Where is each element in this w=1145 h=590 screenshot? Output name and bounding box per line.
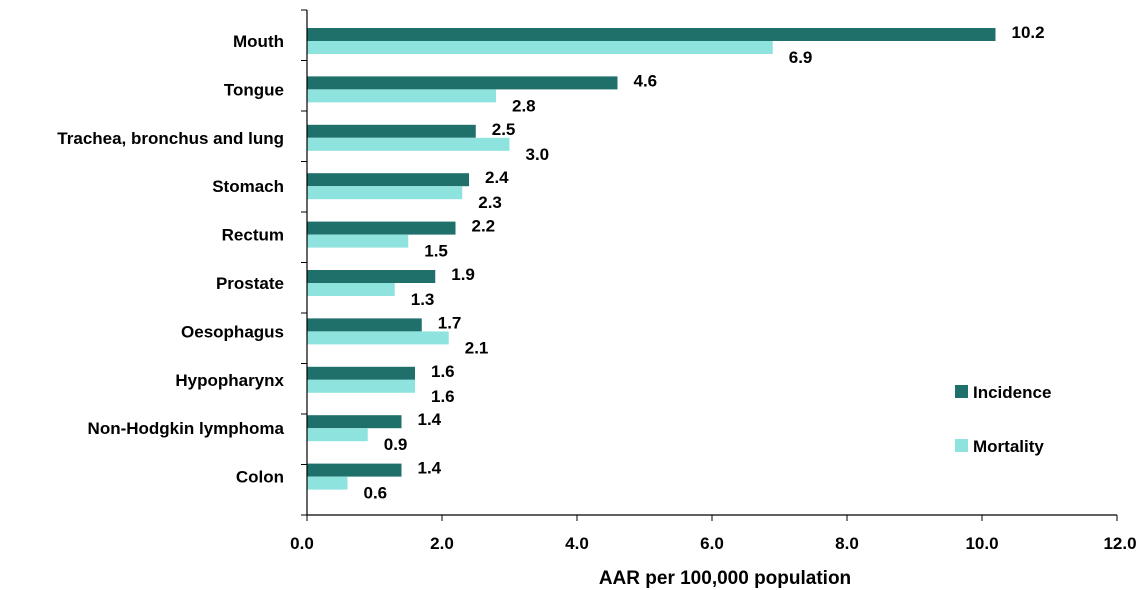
data-label-mortality: 1.3 [411, 290, 435, 309]
x-tick-label: 0.0 [290, 534, 314, 553]
data-label-incidence: 2.5 [492, 120, 516, 139]
bar-incidence [307, 124, 476, 138]
category-label: Oesophagus [181, 322, 284, 341]
bar-mortality [307, 428, 368, 442]
category-label: Colon [236, 468, 284, 487]
x-tick-label: 2.0 [430, 534, 454, 553]
x-tick-label: 12.0 [1103, 534, 1136, 553]
data-label-incidence: 2.2 [472, 217, 496, 236]
bar-mortality [307, 186, 463, 200]
bar-incidence [307, 221, 456, 235]
data-label-incidence: 2.4 [485, 168, 509, 187]
data-label-mortality: 2.1 [465, 338, 489, 357]
data-label-incidence: 4.6 [634, 71, 658, 90]
category-label: Stomach [212, 177, 284, 196]
bar-incidence [307, 366, 415, 380]
x-tick-label: 6.0 [700, 534, 724, 553]
legend-label-mortality: Mortality [973, 437, 1044, 456]
category-label: Mouth [233, 32, 284, 51]
x-tick-label: 8.0 [835, 534, 859, 553]
bar-incidence [307, 76, 618, 90]
bar-incidence [307, 173, 469, 187]
data-label-mortality: 0.9 [384, 435, 408, 454]
data-label-incidence: 1.6 [431, 362, 455, 381]
data-label-mortality: 2.8 [512, 96, 536, 115]
category-label: Non-Hodgkin lymphoma [88, 419, 285, 438]
category-label: Trachea, bronchus and lung [57, 129, 284, 148]
data-label-incidence: 10.2 [1012, 23, 1045, 42]
category-label: Rectum [222, 226, 284, 245]
bar-mortality [307, 89, 496, 103]
bar-incidence [307, 28, 996, 41]
data-label-mortality: 6.9 [789, 48, 813, 67]
data-label-incidence: 1.9 [451, 265, 475, 284]
bar-incidence [307, 318, 422, 332]
labels-group: Mouth 10.2 6.9 Tongue 4.6 2.8 Trachea, bronchu… [57, 23, 1044, 503]
bar-mortality [307, 234, 409, 248]
axes-group: 0.0 2.0 4.0 6.0 8.0 10.0 12.0 [290, 9, 1137, 553]
bar-mortality [307, 41, 773, 54]
bar-mortality [307, 283, 395, 296]
bar-incidence [307, 270, 436, 283]
data-label-mortality: 2.3 [478, 193, 502, 212]
legend-swatch-mortality [955, 439, 968, 452]
category-label: Prostate [216, 274, 284, 293]
data-label-mortality: 1.5 [424, 242, 448, 261]
data-label-mortality: 1.6 [431, 387, 455, 406]
data-label-mortality: 0.6 [364, 484, 388, 503]
x-tick-label: 10.0 [965, 534, 998, 553]
bar-mortality [307, 331, 449, 345]
bar-mortality [307, 379, 415, 393]
data-label-incidence: 1.4 [418, 410, 442, 429]
bar-mortality [307, 476, 348, 490]
category-label: Tongue [224, 80, 284, 99]
bar-incidence [307, 463, 402, 477]
bar-incidence [307, 415, 402, 429]
data-label-incidence: 1.7 [438, 313, 462, 332]
data-label-mortality: 3.0 [526, 145, 550, 164]
x-tick-label: 4.0 [565, 534, 589, 553]
legend-label-incidence: Incidence [973, 383, 1051, 402]
data-label-incidence: 1.4 [418, 459, 442, 478]
legend: Incidence Mortality [955, 383, 1051, 456]
category-label: Hypopharynx [175, 371, 284, 390]
bars-group [307, 28, 996, 490]
legend-swatch-incidence [955, 385, 968, 398]
x-axis-title: AAR per 100,000 population [599, 568, 851, 589]
bar-mortality [307, 137, 510, 151]
